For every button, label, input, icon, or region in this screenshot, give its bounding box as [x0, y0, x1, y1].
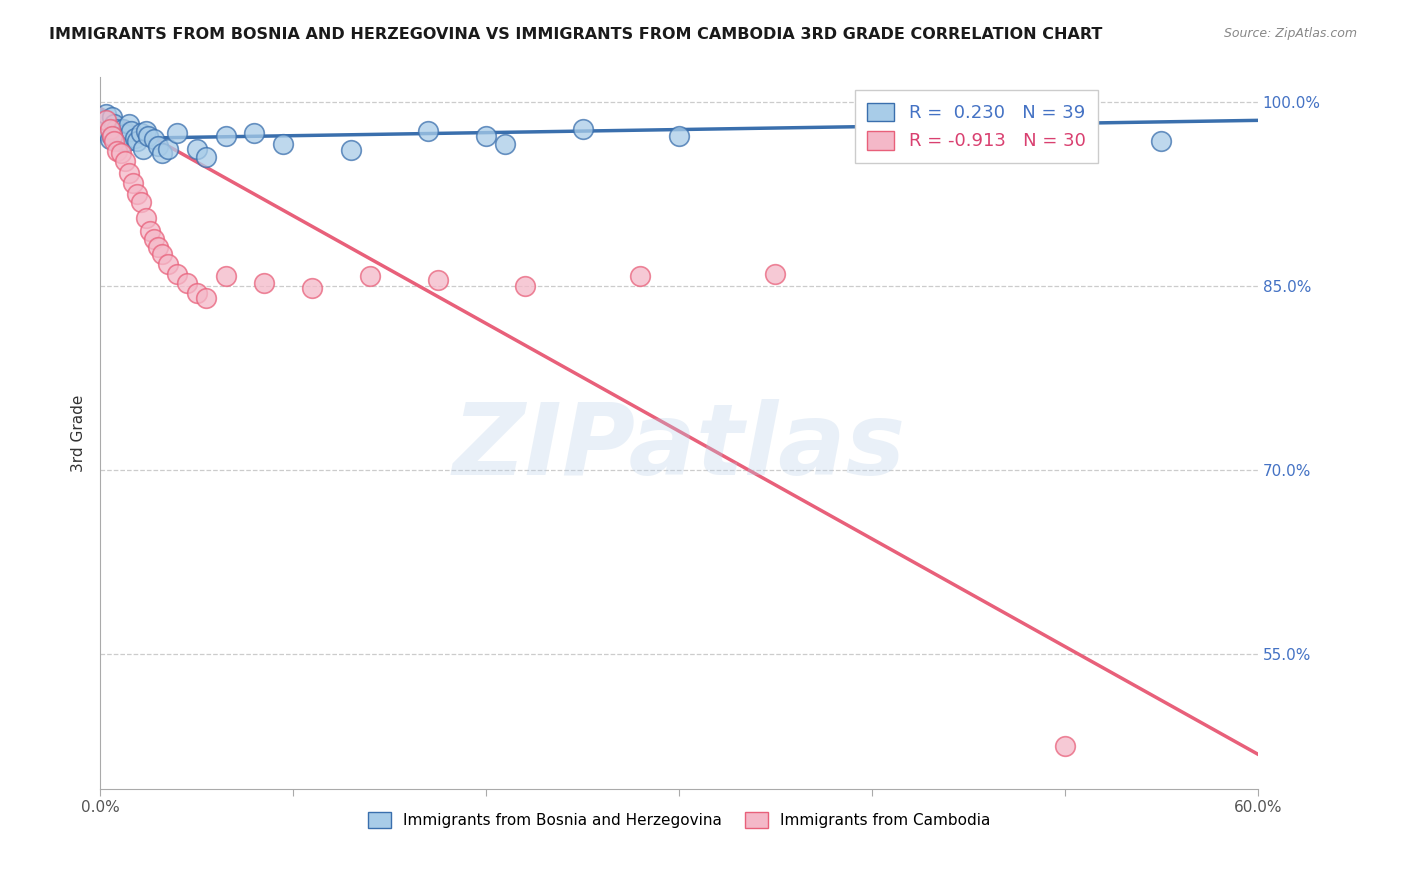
Point — [359, 268, 381, 283]
Point — [112, 122, 135, 136]
Point — [129, 126, 152, 140]
Point — [131, 142, 153, 156]
Point — [110, 126, 132, 140]
Point — [124, 130, 146, 145]
Text: Source: ZipAtlas.com: Source: ZipAtlas.com — [1223, 27, 1357, 40]
Point — [340, 143, 363, 157]
Point — [156, 142, 179, 156]
Point — [494, 136, 516, 151]
Point — [301, 281, 323, 295]
Point — [98, 132, 121, 146]
Point — [115, 134, 138, 148]
Point — [94, 113, 117, 128]
Point — [125, 134, 148, 148]
Point — [571, 122, 593, 136]
Point — [110, 146, 132, 161]
Point — [146, 139, 169, 153]
Point — [122, 176, 145, 190]
Point — [668, 129, 690, 144]
Point — [107, 129, 129, 144]
Point — [103, 117, 125, 131]
Point — [108, 134, 131, 148]
Point — [150, 146, 173, 161]
Point — [166, 267, 188, 281]
Point — [156, 257, 179, 271]
Point — [214, 268, 236, 283]
Point — [138, 129, 160, 144]
Point — [100, 129, 122, 144]
Point — [118, 117, 141, 131]
Point — [100, 129, 122, 144]
Point — [93, 113, 115, 128]
Point — [129, 195, 152, 210]
Point — [253, 277, 276, 291]
Point — [118, 166, 141, 180]
Point — [139, 224, 162, 238]
Point — [426, 273, 449, 287]
Point — [104, 122, 127, 136]
Point — [125, 186, 148, 201]
Point — [186, 286, 208, 301]
Point — [120, 124, 142, 138]
Point — [273, 136, 295, 151]
Point — [475, 129, 498, 144]
Point — [97, 126, 120, 140]
Point — [186, 142, 208, 156]
Point — [150, 247, 173, 261]
Point — [166, 126, 188, 140]
Point — [143, 232, 166, 246]
Text: IMMIGRANTS FROM BOSNIA AND HERZEGOVINA VS IMMIGRANTS FROM CAMBODIA 3RD GRADE COR: IMMIGRANTS FROM BOSNIA AND HERZEGOVINA V… — [49, 27, 1102, 42]
Point — [243, 126, 266, 140]
Point — [146, 239, 169, 253]
Point — [1053, 739, 1076, 753]
Point — [135, 211, 157, 226]
Point — [765, 267, 787, 281]
Point — [418, 124, 440, 138]
Point — [103, 134, 125, 148]
Legend: Immigrants from Bosnia and Herzegovina, Immigrants from Cambodia: Immigrants from Bosnia and Herzegovina, … — [361, 806, 997, 834]
Point — [214, 129, 236, 144]
Point — [100, 110, 122, 124]
Point — [94, 107, 117, 121]
Point — [107, 144, 129, 158]
Point — [114, 153, 136, 168]
Point — [195, 150, 218, 164]
Point — [114, 127, 136, 141]
Y-axis label: 3rd Grade: 3rd Grade — [72, 394, 86, 472]
Point — [1150, 134, 1173, 148]
Point — [143, 132, 166, 146]
Point — [176, 277, 198, 291]
Text: ZIPatlas: ZIPatlas — [453, 399, 905, 496]
Point — [195, 291, 218, 305]
Point — [628, 268, 651, 283]
Point — [513, 278, 536, 293]
Point — [98, 122, 121, 136]
Point — [135, 124, 157, 138]
